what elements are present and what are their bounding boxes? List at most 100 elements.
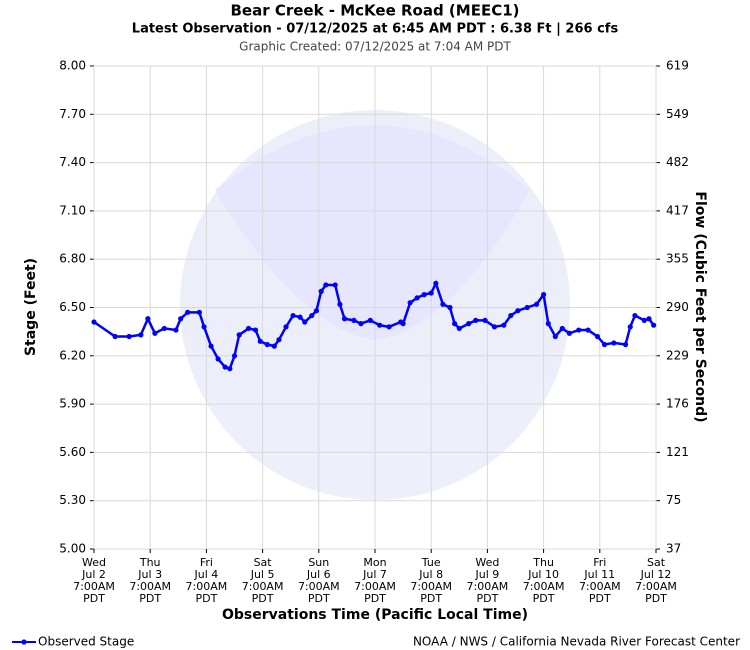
y2-tick-label: 619 (666, 59, 689, 73)
created-note: Graphic Created: 07/12/2025 at 7:04 AM P… (239, 40, 511, 54)
data-point (400, 321, 406, 327)
data-point (126, 333, 132, 340)
data-point (257, 338, 263, 344)
data-point (196, 309, 202, 315)
x-tick-label: PDT (83, 592, 105, 605)
data-point (651, 322, 657, 328)
y2-tick-label: 290 (666, 300, 689, 314)
chart-subtitle: Latest Observation - 07/12/2025 at 6:45 … (132, 22, 619, 37)
data-point (297, 314, 303, 320)
data-point (466, 321, 472, 327)
data-point (524, 304, 530, 311)
y2-tick-label: 482 (666, 155, 689, 169)
x-tick-label: Jul 7 (362, 568, 387, 581)
y2-axis-label: Flow (Cubic Feet per Second) (692, 191, 708, 422)
data-point (215, 356, 221, 362)
data-point (283, 324, 289, 330)
data-point (178, 316, 184, 322)
data-point (358, 321, 364, 327)
x-tick-label: Jul 8 (418, 568, 443, 581)
data-point (627, 324, 633, 330)
y2-tick-label: 417 (666, 203, 689, 217)
data-point (428, 290, 434, 296)
legend-label: Observed Stage (38, 635, 134, 649)
y2-tick-label: 75 (666, 493, 681, 507)
data-point (541, 292, 547, 298)
data-point (161, 325, 167, 332)
data-point (491, 324, 498, 330)
credit: NOAA / NWS / California Nevada River For… (413, 635, 740, 649)
x-tick-label: Mon (363, 556, 386, 569)
data-point (632, 312, 638, 319)
y-tick-label: 7.40 (59, 155, 86, 169)
x-tick-label: Wed (475, 556, 499, 569)
data-point (302, 319, 308, 325)
x-tick-label: 7:00AM (186, 580, 228, 593)
x-tick-label: 7:00AM (523, 580, 565, 593)
data-point (482, 317, 488, 323)
data-point (341, 316, 348, 322)
x-tick-label: 7:00AM (579, 580, 621, 593)
x-tick-label: Sun (308, 556, 329, 569)
data-point (552, 333, 558, 340)
data-point (245, 325, 252, 332)
data-point (231, 353, 238, 359)
x-tick-label: Tue (421, 556, 441, 569)
data-point (545, 321, 551, 327)
data-point (290, 312, 296, 319)
y2-tick-label: 229 (666, 348, 689, 362)
x-tick-label: PDT (364, 592, 386, 605)
x-tick-label: PDT (308, 592, 330, 605)
x-tick-label: 7:00AM (354, 580, 396, 593)
data-point (456, 325, 462, 332)
data-point (501, 322, 507, 328)
x-tick-label: 7:00AM (129, 580, 171, 593)
data-point (452, 321, 458, 327)
data-point (222, 364, 228, 370)
y-tick-label: 8.00 (59, 59, 86, 73)
x-tick-label: Jul 4 (194, 568, 219, 581)
series-line (93, 280, 655, 371)
data-point (611, 340, 617, 346)
y-tick-label: 5.30 (59, 493, 86, 507)
data-point (351, 317, 357, 323)
x-tick-label: PDT (476, 592, 498, 605)
x-tick-label: Jul 3 (137, 568, 162, 581)
data-point (377, 322, 383, 328)
y2-tick-label: 355 (666, 252, 689, 266)
legend-marker (21, 639, 27, 645)
data-point (414, 295, 420, 301)
data-point (271, 343, 277, 349)
data-point (236, 332, 242, 338)
x-tick-label: Jul 5 (250, 568, 275, 581)
data-point (323, 282, 329, 288)
data-point (112, 333, 118, 340)
x-tick-label: Jul 12 (640, 568, 672, 581)
x-tick-label: PDT (533, 592, 555, 605)
x-tick-label: PDT (589, 592, 611, 605)
x-tick-label: Jul 6 (306, 568, 331, 581)
x-tick-label: Sat (647, 556, 666, 569)
data-point (440, 301, 446, 307)
x-tick-label: Wed (82, 556, 106, 569)
x-tick-label: Sat (254, 556, 273, 569)
data-point (208, 343, 214, 349)
x-tick-label: 7:00AM (73, 580, 115, 593)
data-point (576, 327, 582, 333)
x-tick-label: Thu (532, 556, 554, 569)
data-point (252, 327, 259, 333)
x-tick-label: PDT (195, 592, 217, 605)
data-point (138, 332, 144, 338)
y-tick-label: 7.10 (59, 203, 86, 217)
x-tick-label: 7:00AM (410, 580, 452, 593)
data-point (318, 288, 324, 294)
x-tick-label: PDT (420, 592, 442, 605)
x-tick-label: 7:00AM (467, 580, 509, 593)
data-point (91, 319, 97, 325)
data-point (473, 317, 479, 323)
x-tick-label: PDT (645, 592, 667, 605)
y-tick-label: 5.00 (59, 542, 86, 556)
x-tick-label: 7:00AM (635, 580, 677, 593)
data-point (152, 330, 158, 336)
y2-tick-label: 176 (666, 397, 689, 411)
